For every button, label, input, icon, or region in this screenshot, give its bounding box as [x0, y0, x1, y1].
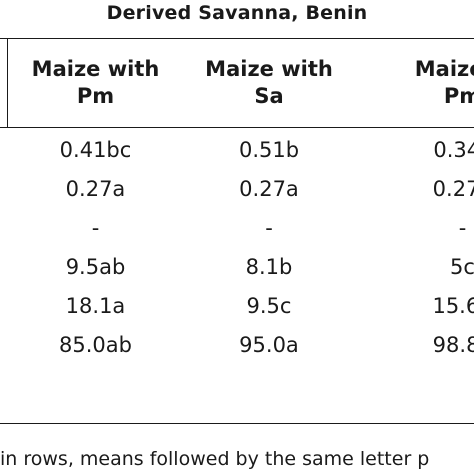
table-cell: 98.8a: [432, 332, 474, 357]
table-cell: 18.1a: [65, 293, 126, 318]
column-header: Maize with Sa: [183, 39, 355, 127]
table-left-border: [7, 38, 8, 127]
table-row: 0.27a 0.27a 0.27a: [8, 169, 474, 208]
table-top-rule: [0, 38, 474, 39]
table-cell: -: [265, 215, 273, 240]
column-header-line: Pm: [76, 84, 115, 108]
header-rule: [0, 127, 474, 128]
column-header: Maize with Pm: [8, 39, 183, 127]
table-cell: 85.0ab: [59, 332, 132, 357]
table-cell: -: [91, 215, 100, 240]
table-row: 9.5ab 8.1b 5c: [8, 247, 474, 286]
table-cell: 0.27a: [432, 176, 474, 201]
results-table: Maize with Pm Maize with Sa Maize w Pm 0…: [8, 39, 474, 364]
table-cell: 95.0a: [239, 332, 299, 357]
table-cell: 5c: [450, 254, 474, 279]
table-row: 85.0ab 95.0a 98.8a: [8, 325, 474, 364]
column-group-title: Derived Savanna, Benin: [106, 2, 368, 24]
column-header-line: Maize w: [414, 57, 474, 81]
column-header-line: Maize with: [31, 57, 160, 81]
table-cell: 0.41bc: [59, 137, 132, 162]
column-header-line: Sa: [254, 84, 284, 108]
table-cell: 9.5ab: [65, 254, 126, 279]
table-row: 18.1a 9.5c 15.6b: [8, 286, 474, 325]
header-row: Maize with Pm Maize with Sa Maize w Pm: [8, 39, 474, 127]
table-row: 0.41bc 0.51b 0.34c: [8, 127, 474, 169]
column-header: Maize w Pm: [355, 39, 474, 127]
table-cell: 8.1b: [245, 254, 293, 279]
table-cell: 0.27a: [65, 176, 126, 201]
table-row: - - -: [8, 208, 474, 247]
table-cell: 0.34c: [433, 137, 474, 162]
column-header-line: Maize with: [205, 57, 333, 81]
table-cell: 9.5c: [246, 293, 292, 318]
table-cell: 0.51b: [238, 137, 300, 162]
table-cell: -: [458, 215, 467, 240]
table-footnote: in rows, means followed by the same lett…: [0, 448, 430, 470]
table-bottom-rule: [0, 423, 474, 424]
column-header-line: Pm: [443, 84, 474, 108]
table-cell: 15.6b: [432, 293, 474, 318]
table-cell: 0.27a: [239, 176, 299, 201]
